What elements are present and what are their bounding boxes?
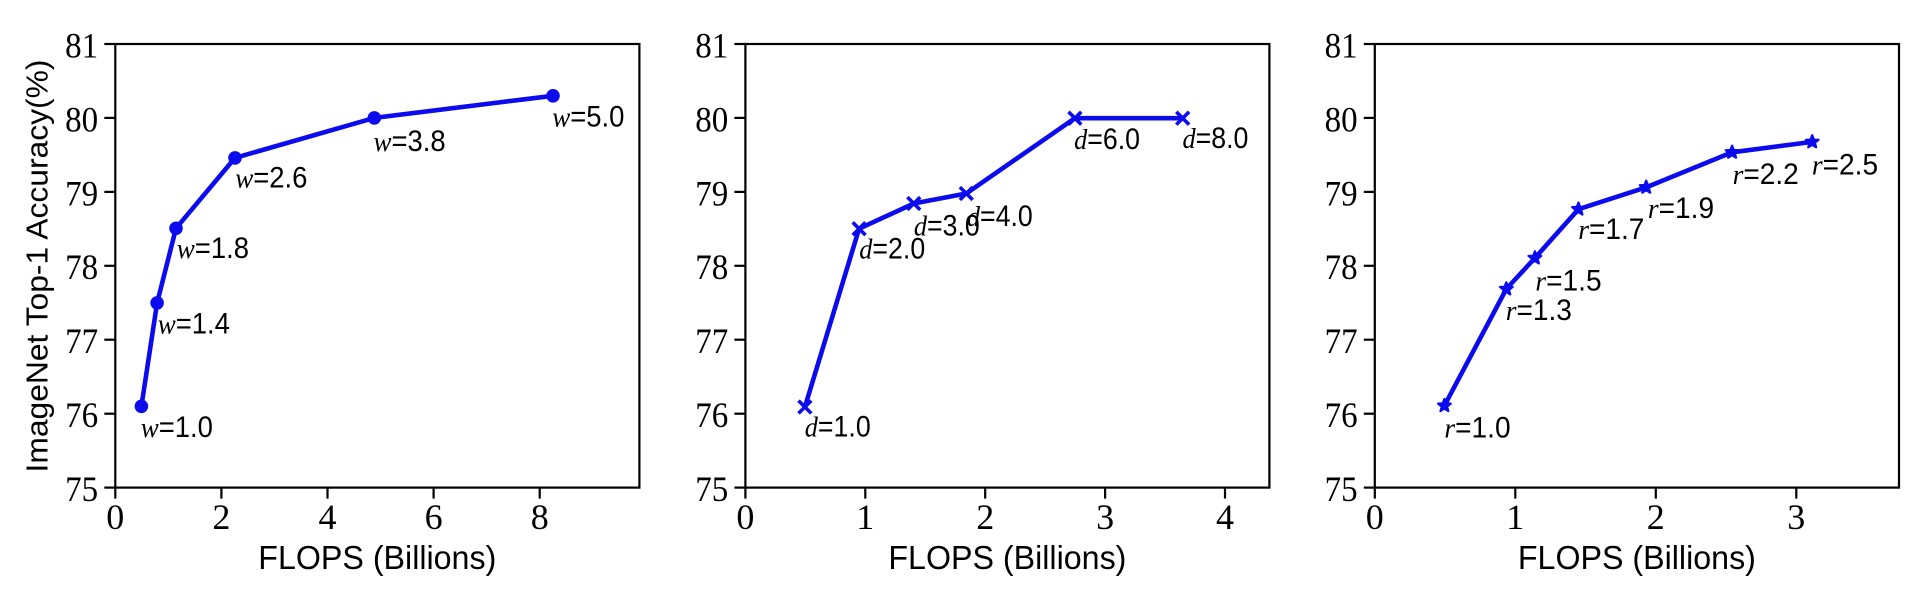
svg-text:76: 76 [695, 395, 728, 435]
svg-text:78: 78 [65, 247, 98, 287]
svg-text:78: 78 [1325, 247, 1358, 287]
svg-text:79: 79 [1325, 173, 1358, 213]
svg-text:ImageNet Top-1 Accuracy(%): ImageNet Top-1 Accuracy(%) [20, 60, 55, 473]
svg-text:w=5.0: w=5.0 [552, 101, 624, 134]
svg-text:d=8.0: d=8.0 [1183, 122, 1249, 155]
svg-text:3: 3 [1096, 497, 1114, 537]
svg-text:6: 6 [425, 497, 443, 537]
svg-text:81: 81 [1325, 25, 1358, 65]
svg-text:d=3.0: d=3.0 [914, 210, 980, 243]
svg-text:75: 75 [65, 469, 98, 509]
svg-text:w=1.0: w=1.0 [141, 411, 213, 444]
svg-text:0: 0 [736, 497, 754, 537]
svg-text:d=2.0: d=2.0 [859, 233, 925, 266]
svg-text:FLOPS (Billions): FLOPS (Billions) [888, 539, 1126, 576]
svg-text:2: 2 [1647, 497, 1665, 537]
svg-text:w=3.8: w=3.8 [374, 125, 446, 158]
svg-text:r=1.5: r=1.5 [1535, 264, 1601, 297]
svg-text:d=1.0: d=1.0 [805, 411, 871, 444]
svg-text:w=1.4: w=1.4 [158, 308, 230, 341]
svg-text:77: 77 [65, 321, 98, 361]
svg-text:75: 75 [1325, 469, 1358, 509]
svg-text:0: 0 [1366, 497, 1384, 537]
svg-text:80: 80 [65, 99, 98, 139]
svg-text:FLOPS (Billions): FLOPS (Billions) [258, 539, 496, 576]
svg-text:2: 2 [976, 497, 994, 537]
svg-text:FLOPS (Billions): FLOPS (Billions) [1518, 539, 1756, 576]
svg-text:r=2.2: r=2.2 [1733, 158, 1799, 191]
svg-text:2: 2 [212, 497, 230, 537]
svg-text:81: 81 [695, 25, 728, 65]
svg-text:77: 77 [695, 321, 728, 361]
svg-text:d=6.0: d=6.0 [1074, 123, 1140, 156]
svg-text:76: 76 [1325, 395, 1358, 435]
svg-text:77: 77 [1325, 321, 1358, 361]
svg-text:80: 80 [1325, 99, 1358, 139]
svg-text:76: 76 [65, 395, 98, 435]
svg-text:80: 80 [695, 99, 728, 139]
svg-text:75: 75 [695, 469, 728, 509]
svg-text:r=1.9: r=1.9 [1648, 192, 1714, 225]
svg-text:1: 1 [1506, 497, 1524, 537]
svg-text:8: 8 [531, 497, 549, 537]
svg-text:d=4.0: d=4.0 [967, 200, 1033, 233]
svg-text:w=1.8: w=1.8 [177, 232, 249, 265]
svg-text:3: 3 [1787, 497, 1805, 537]
svg-text:4: 4 [319, 497, 337, 537]
svg-text:r=1.0: r=1.0 [1444, 411, 1510, 444]
svg-text:79: 79 [65, 173, 98, 213]
svg-text:1: 1 [856, 497, 874, 537]
svg-text:4: 4 [1216, 497, 1234, 537]
svg-text:0: 0 [106, 497, 124, 537]
svg-text:r=1.7: r=1.7 [1578, 213, 1644, 246]
svg-text:78: 78 [695, 247, 728, 287]
svg-text:r=2.5: r=2.5 [1812, 149, 1878, 182]
svg-text:r=1.3: r=1.3 [1506, 294, 1572, 327]
svg-text:81: 81 [65, 25, 98, 65]
svg-text:w=2.6: w=2.6 [235, 162, 307, 195]
svg-text:79: 79 [695, 173, 728, 213]
